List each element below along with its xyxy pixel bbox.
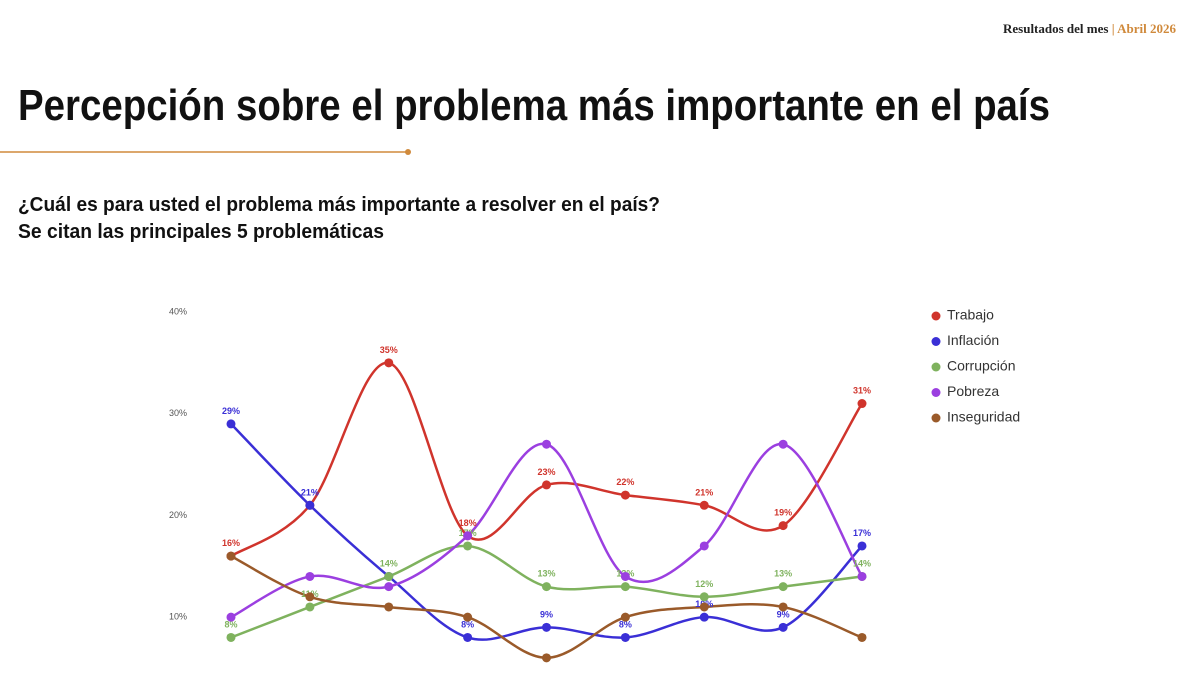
data-label: 14% xyxy=(853,558,871,568)
data-label: 21% xyxy=(695,487,713,497)
data-point xyxy=(620,612,630,622)
legend-marker xyxy=(931,413,941,423)
data-point xyxy=(542,622,551,632)
legend-label: Inflación xyxy=(947,332,999,348)
data-point xyxy=(857,571,867,581)
header: Resultados del mes | Abril 2026 xyxy=(1003,21,1176,36)
data-point xyxy=(699,500,709,510)
header-period: Abril 2026 xyxy=(1117,21,1176,36)
legend-marker xyxy=(931,388,941,397)
data-label: 31% xyxy=(853,386,871,396)
data-point xyxy=(857,632,867,642)
data-point xyxy=(305,500,315,510)
y-tick-label: 10% xyxy=(169,612,187,622)
data-point xyxy=(305,571,315,581)
data-label: 9% xyxy=(777,609,790,619)
data-label: 35% xyxy=(380,345,398,355)
y-tick-label: 40% xyxy=(169,306,187,316)
data-point xyxy=(226,632,236,642)
legend-label: Corrupción xyxy=(947,358,1015,374)
data-point xyxy=(778,582,788,592)
data-point xyxy=(857,399,867,409)
data-point xyxy=(620,632,630,642)
data-label: 8% xyxy=(461,619,474,629)
data-point xyxy=(305,602,315,612)
data-point xyxy=(620,571,630,581)
data-point xyxy=(699,541,709,551)
data-label: 13% xyxy=(537,569,555,579)
data-point xyxy=(620,582,630,592)
data-point xyxy=(542,439,551,449)
data-label: 21% xyxy=(301,487,319,497)
data-point xyxy=(463,632,473,642)
data-label: 17% xyxy=(853,528,871,538)
data-point xyxy=(778,439,788,449)
data-label: 22% xyxy=(616,477,634,487)
legend-label: Pobreza xyxy=(947,383,999,399)
data-point xyxy=(620,490,630,500)
data-label: 29% xyxy=(222,406,240,416)
data-point xyxy=(778,622,788,632)
y-tick-label: 30% xyxy=(169,408,187,418)
data-label: 19% xyxy=(774,508,792,518)
header-label: Resultados del mes xyxy=(1003,21,1108,36)
data-point xyxy=(226,612,236,622)
data-point xyxy=(542,480,551,490)
data-label: 8% xyxy=(224,619,237,629)
data-point xyxy=(384,358,394,368)
data-point xyxy=(384,602,394,612)
data-point xyxy=(542,653,551,663)
data-point xyxy=(699,612,709,622)
data-label: 9% xyxy=(540,609,553,619)
data-point xyxy=(226,551,236,561)
legend-label: Trabajo xyxy=(947,307,994,323)
subtitle: Se citan las principales 5 problemáticas xyxy=(18,221,384,243)
header-separator: | xyxy=(1112,21,1115,36)
data-point xyxy=(778,521,788,531)
legend-label: Inseguridad xyxy=(947,409,1020,425)
data-point xyxy=(699,592,709,602)
title: Percepción sobre el problema más importa… xyxy=(18,81,1050,130)
data-label: 16% xyxy=(222,538,240,548)
data-point xyxy=(542,582,551,592)
data-label: 18% xyxy=(459,518,477,528)
data-point xyxy=(778,602,788,612)
data-point xyxy=(384,582,394,592)
subtitle: ¿Cuál es para usted el problema más impo… xyxy=(18,194,660,216)
data-label: 13% xyxy=(774,569,792,579)
data-label: 8% xyxy=(619,619,632,629)
data-point xyxy=(226,419,236,429)
series-line xyxy=(230,442,864,619)
data-point xyxy=(857,541,867,551)
data-point xyxy=(384,571,394,581)
data-label: 23% xyxy=(537,467,555,477)
data-label: 12% xyxy=(695,579,713,589)
series-line xyxy=(230,423,863,641)
data-point xyxy=(305,592,315,602)
legend-marker xyxy=(931,362,941,372)
data-label: 14% xyxy=(380,558,398,568)
data-point xyxy=(463,531,473,541)
data-point xyxy=(699,602,709,612)
data-point xyxy=(463,541,473,551)
data-point xyxy=(463,612,473,622)
legend-marker xyxy=(931,311,941,321)
title-rule-dot xyxy=(405,149,411,155)
legend-marker xyxy=(931,337,941,346)
y-tick-label: 20% xyxy=(169,510,187,520)
series-line xyxy=(230,361,864,558)
